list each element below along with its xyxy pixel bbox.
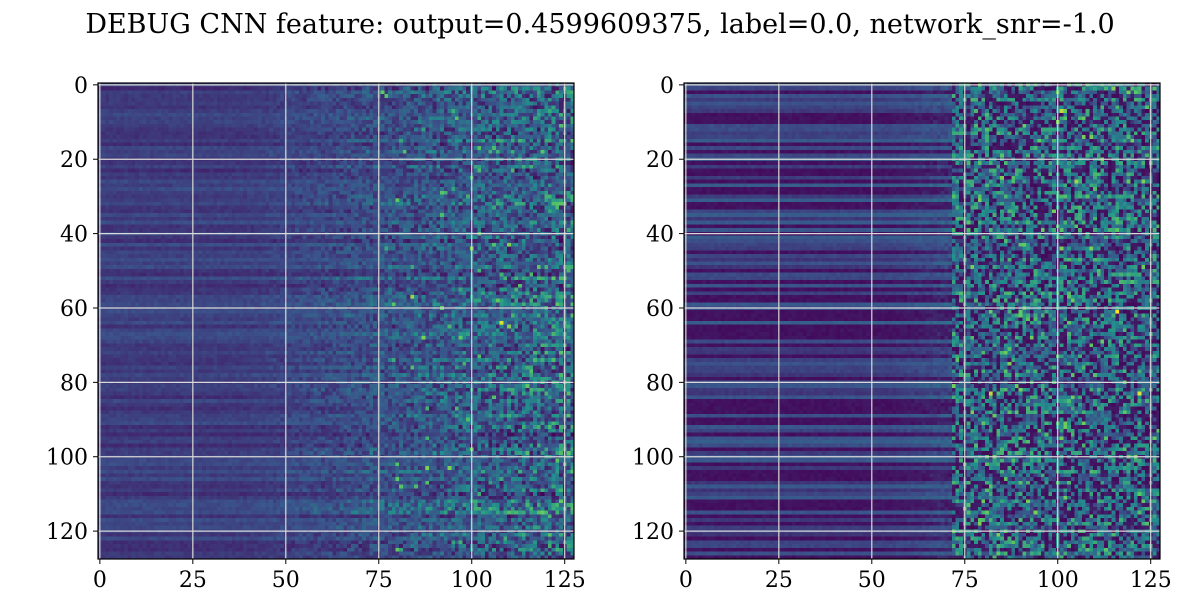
bright-pixel [395, 198, 400, 202]
y-tick-label: 60 [60, 297, 88, 322]
y-tick-label: 120 [632, 520, 674, 545]
bright-pixel [425, 466, 429, 470]
bright-pixel [492, 242, 496, 247]
x-tick-label: 75 [365, 568, 393, 593]
x-tick-label: 50 [858, 568, 886, 593]
axes-frame [683, 82, 1161, 560]
bright-pixel [1059, 109, 1064, 113]
bright-pixel [458, 335, 463, 340]
heatmap-cells [684, 83, 1160, 559]
bright-pixel [1126, 179, 1131, 184]
heatmap-cells [98, 83, 574, 559]
x-tick-label: 125 [544, 568, 586, 593]
bright-pixel [1111, 86, 1116, 91]
y-tick-label: 100 [632, 446, 674, 471]
bright-pixel [410, 294, 415, 299]
bright-pixel [507, 242, 511, 247]
y-tick-label: 40 [60, 223, 88, 248]
x-tick-label: 100 [451, 568, 493, 593]
y-tick-label: 40 [646, 223, 674, 248]
y-tick-label: 20 [60, 148, 88, 173]
bright-pixel [447, 466, 452, 470]
y-tick-label: 80 [60, 371, 88, 396]
bright-pixel [421, 335, 426, 340]
x-tick-label: 125 [1130, 568, 1172, 593]
bright-pixel [507, 324, 511, 329]
x-tick-label: 50 [272, 568, 300, 593]
x-tick-label: 75 [951, 568, 979, 593]
bright-pixel [1022, 242, 1027, 247]
bright-pixel [1089, 246, 1094, 251]
right-heatmap-panel: 0 25 50 75 100 125 0 20 40 60 80 100 120 [632, 74, 1172, 593]
y-tick-label: 120 [46, 520, 88, 545]
y-tick-label: 20 [646, 148, 674, 173]
bright-pixel [547, 532, 552, 537]
left-heatmap-panel: 0 25 50 75 100 125 0 20 40 60 80 100 120 [46, 74, 586, 593]
bright-pixel [988, 391, 993, 396]
y-tick-label: 0 [74, 74, 88, 99]
bright-pixel [1145, 521, 1149, 526]
y-tick-label: 60 [646, 297, 674, 322]
bright-pixel [1059, 246, 1064, 251]
x-tick-label: 0 [679, 568, 693, 593]
y-tick-label: 80 [646, 371, 674, 396]
x-tick-label: 25 [179, 568, 207, 593]
bright-pixel [1115, 309, 1120, 314]
bright-pixel [1137, 391, 1142, 396]
axes-frame [97, 82, 575, 560]
bright-pixel [499, 321, 504, 325]
bright-pixel [1000, 175, 1004, 180]
x-tick-label: 0 [93, 568, 107, 593]
x-tick-label: 25 [765, 568, 793, 593]
figure-title: DEBUG CNN feature: output=0.4599609375, … [85, 9, 1114, 40]
bright-pixel [1033, 510, 1038, 515]
bright-pixel [495, 298, 500, 303]
bright-pixel [1074, 179, 1079, 184]
y-tick-label: 0 [660, 74, 674, 99]
y-tick-label: 100 [46, 446, 88, 471]
x-tick-label: 100 [1037, 568, 1079, 593]
bright-pixel [996, 551, 1001, 556]
